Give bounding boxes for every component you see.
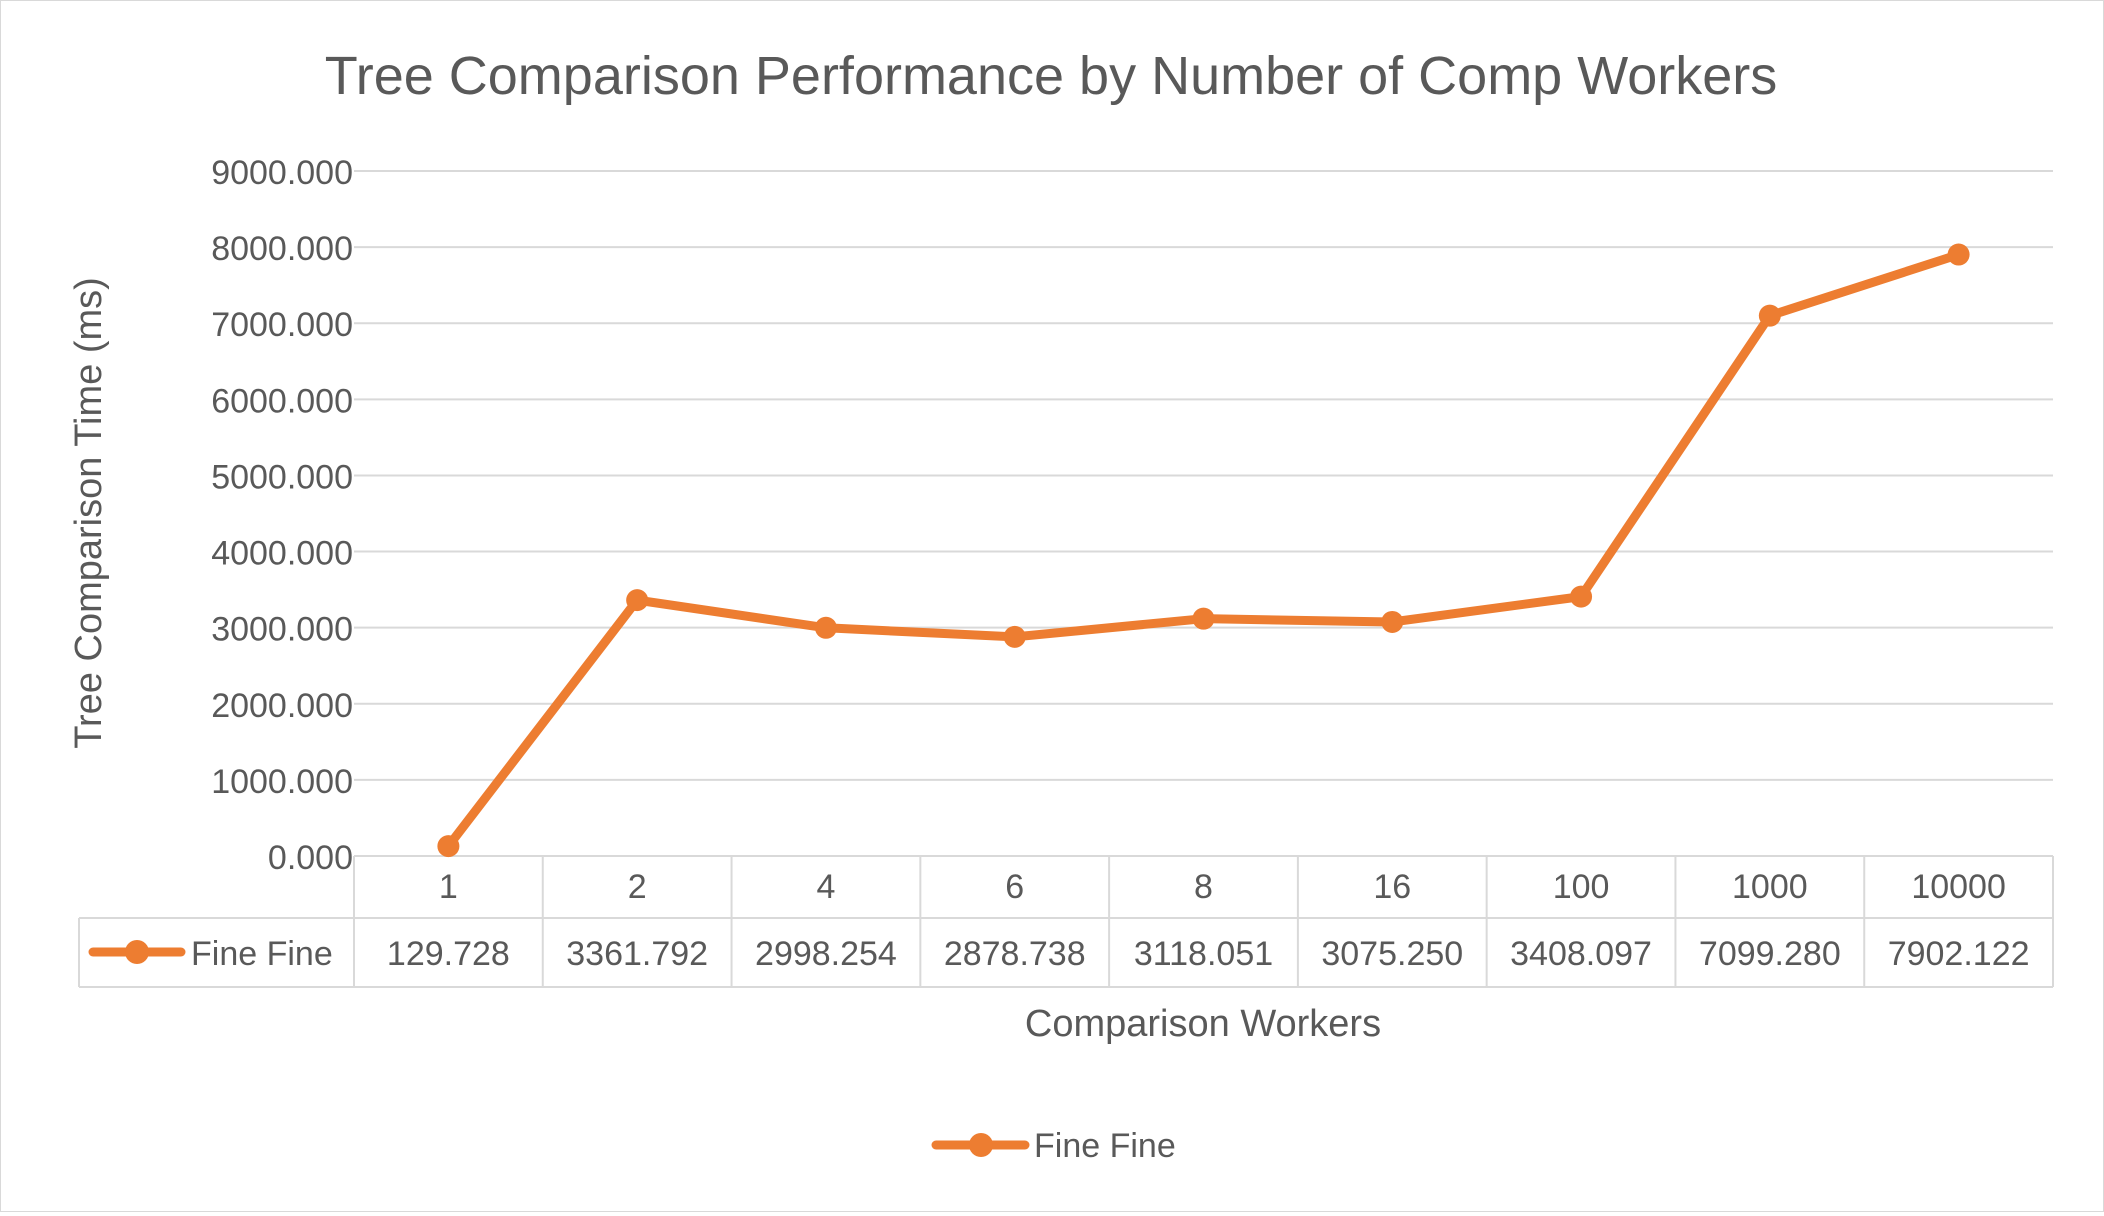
x-tick-label: 8	[1194, 868, 1213, 906]
x-tick-label: 4	[816, 868, 835, 906]
data-point	[814, 616, 837, 639]
data-point	[1947, 243, 1970, 266]
data-point	[1381, 610, 1404, 633]
data-point	[437, 835, 460, 858]
y-tick-label: 6000.000	[211, 382, 353, 420]
y-tick-label: 3000.000	[211, 611, 353, 649]
data-point	[1758, 304, 1781, 327]
data-table-value: 3361.792	[566, 935, 708, 973]
table-legend-key-marker	[125, 940, 149, 964]
data-table-value: 129.728	[387, 935, 510, 973]
x-tick-label: 1	[439, 868, 458, 906]
legend: Fine Fine	[931, 1127, 1176, 1165]
chart-title: Tree Comparison Performance by Number of…	[325, 46, 1778, 106]
data-table-value: 3408.097	[1510, 935, 1652, 973]
legend-key-marker	[969, 1133, 993, 1157]
x-tick-label: 1000	[1732, 868, 1808, 906]
x-tick-label: 6	[1005, 868, 1024, 906]
x-tick-label: 10000	[1911, 868, 2006, 906]
data-point	[1003, 625, 1026, 648]
y-tick-label: 5000.000	[211, 458, 353, 496]
y-tick-label: 7000.000	[211, 306, 353, 344]
y-tick-label: 4000.000	[211, 535, 353, 573]
data-table-value: 3118.051	[1134, 935, 1273, 973]
y-tick-label: 1000.000	[211, 763, 353, 801]
y-axis-label: Tree Comparison Time (ms)	[68, 277, 110, 749]
y-axis-tick-labels: 0.000 1000.000 2000.000 3000.000 4000.000 500…	[211, 154, 353, 877]
series-line	[443, 250, 1964, 851]
x-tick-label: 2	[628, 868, 647, 906]
data-table-value: 7099.280	[1699, 935, 1841, 973]
legend-label: Fine Fine	[1034, 1127, 1176, 1165]
x-tick-label: 16	[1373, 868, 1411, 906]
y-tick-label: 0.000	[268, 839, 353, 877]
data-point	[1192, 607, 1215, 630]
y-tick-label: 8000.000	[211, 230, 353, 268]
y-tick-label: 2000.000	[211, 687, 353, 725]
table-series-name: Fine Fine	[191, 935, 333, 973]
x-tick-label: 100	[1553, 868, 1610, 906]
data-table-value: 7902.122	[1888, 935, 2030, 973]
x-axis-label: Comparison Workers	[1025, 1003, 1381, 1045]
y-tick-label: 9000.000	[211, 154, 353, 192]
gridlines	[354, 170, 2053, 857]
data-point	[626, 589, 649, 612]
data-table-value: 2998.254	[755, 935, 897, 973]
data-table: 1 129.728 2 3361.792 4 2998.254 6 2878.738 8 3118…	[78, 856, 2054, 988]
data-point	[1570, 585, 1593, 608]
data-table-value: 3075.250	[1321, 935, 1463, 973]
series-layer	[437, 243, 1970, 858]
data-table-value: 2878.738	[944, 935, 1086, 973]
